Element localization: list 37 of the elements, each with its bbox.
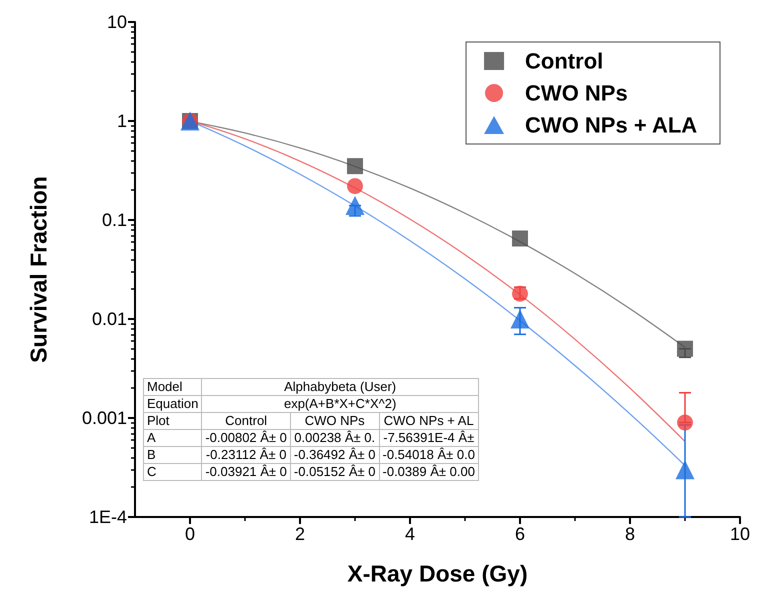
x-tick-label: 4 [404,524,416,544]
annotation: Model [144,378,202,396]
annotation: Equation [144,396,202,412]
annotation: CWO NPs [290,412,380,430]
y-tick-label: 0.001 [82,408,127,428]
annotation: -0.00802 Â± 0 [202,430,290,446]
y-tick-label: 0.01 [92,309,127,329]
annotation: A [144,430,202,446]
annotation: B [144,446,202,464]
y-tick-label: 10 [106,12,127,32]
annotation: exp(A+B*X+C*X^2) [202,396,478,412]
x-tick-label: 0 [184,524,196,544]
annotation: C [144,464,202,480]
x-tick-label: 2 [294,524,306,544]
x-tick-label: 8 [624,524,636,544]
annotation: Plot [144,412,202,430]
y-tick-label: 1 [116,111,127,131]
x-axis-title: X-Ray Dose (Gy) [347,560,528,586]
annotation: -0.36492 Â± 0 [290,446,380,464]
annotation: -0.03921 Â± 0 [202,464,290,480]
y-axis-title: Survival Fraction [26,176,52,363]
y-tick-label: 0.1 [102,210,127,230]
annotation: CWO NPs + AL [379,412,478,430]
y-tick-label: 1E-4 [88,507,127,527]
x-tick-label: 10 [730,524,750,544]
legend-label: Control [525,48,604,74]
x-tick-label: 6 [514,524,526,544]
legend-label: CWO NPs + ALA [525,112,698,138]
annotation: -0.0389 Â± 0.00 [379,464,478,480]
annotation: Control [202,412,290,430]
annotation: -0.54018 Â± 0.0 [379,446,478,464]
annotation: -7.56391E-4 Â± [379,430,478,446]
annotation: -0.05152 Â± 0 [290,464,380,480]
annotation: -0.23112 Â± 0 [202,446,290,464]
legend-label: CWO NPs [525,80,628,106]
annotation: Alphabybeta (User) [202,378,478,396]
annotation: 0.00238 Â± 0. [290,430,380,446]
